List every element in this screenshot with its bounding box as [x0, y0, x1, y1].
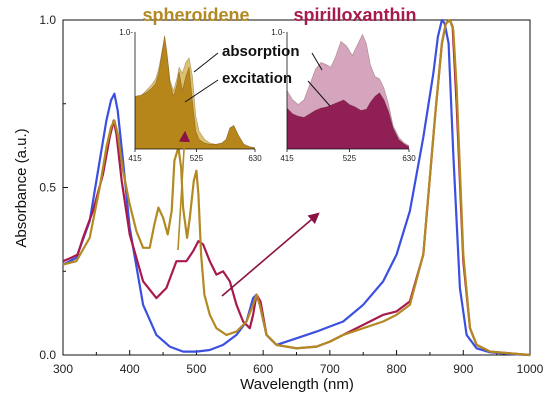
inset-x-tick-label: 525 — [343, 154, 357, 163]
x-tick-label: 500 — [186, 362, 206, 376]
inset-y-tick-label: 1.0- — [119, 28, 133, 37]
inset-spirilloxanthin: 415 525 630 1.0- spirilloxanthin — [271, 5, 416, 163]
x-tick-label: 1000 — [517, 362, 544, 376]
inset-area-1 — [287, 92, 409, 149]
pointer-excitation-right — [307, 80, 331, 107]
pointer-absorption-left — [193, 52, 219, 73]
arrow-to-spheroidene — [177, 130, 191, 251]
inset-x-tick-label: 630 — [248, 154, 262, 163]
inset-line-0 — [286, 33, 410, 146]
x-tick-label: 800 — [387, 362, 407, 376]
inset-spheroidene-title: spheroidene — [142, 5, 249, 25]
annotation-absorption: absorption — [222, 43, 300, 60]
inset-x-tick-label: 525 — [190, 154, 204, 163]
pointer-absorption-right — [311, 52, 323, 71]
annotation-excitation: excitation — [222, 70, 292, 87]
inset-spheroidene: 415 525 630 1.0- spheroidene — [119, 5, 262, 163]
inset-x-tick-label: 415 — [128, 154, 142, 163]
y-axis-ticks: 0.0 0.5 1.0 — [39, 13, 68, 362]
series-line-2 — [62, 18, 531, 357]
x-axis-ticks: 300 400 500 600 700 800 900 1000 — [53, 350, 544, 376]
main-series-group — [62, 18, 531, 357]
x-tick-label: 300 — [53, 362, 73, 376]
inset-line-1 — [134, 35, 256, 149]
inset-x-tick-label: 415 — [280, 154, 294, 163]
x-tick-label: 600 — [253, 362, 273, 376]
y-tick-label: 0.5 — [39, 181, 56, 195]
x-tick-label: 900 — [453, 362, 473, 376]
y-tick-label: 0.0 — [39, 348, 56, 362]
y-tick-label: 1.0 — [39, 13, 56, 27]
inset-area-1 — [135, 35, 255, 149]
inset-x-tick-label: 630 — [402, 154, 416, 163]
x-axis-label: Wavelength (nm) — [240, 376, 354, 393]
arrow-to-spirilloxanthin — [221, 212, 320, 297]
inset-line-1 — [286, 92, 410, 147]
pointer-excitation-left — [184, 79, 219, 103]
inset-spirilloxanthin-title: spirilloxanthin — [293, 5, 416, 25]
y-axis-label: Absorbance (a.u.) — [13, 128, 30, 247]
inset-y-tick-label: 1.0- — [271, 28, 285, 37]
x-tick-label: 400 — [120, 362, 140, 376]
x-tick-label: 700 — [320, 362, 340, 376]
